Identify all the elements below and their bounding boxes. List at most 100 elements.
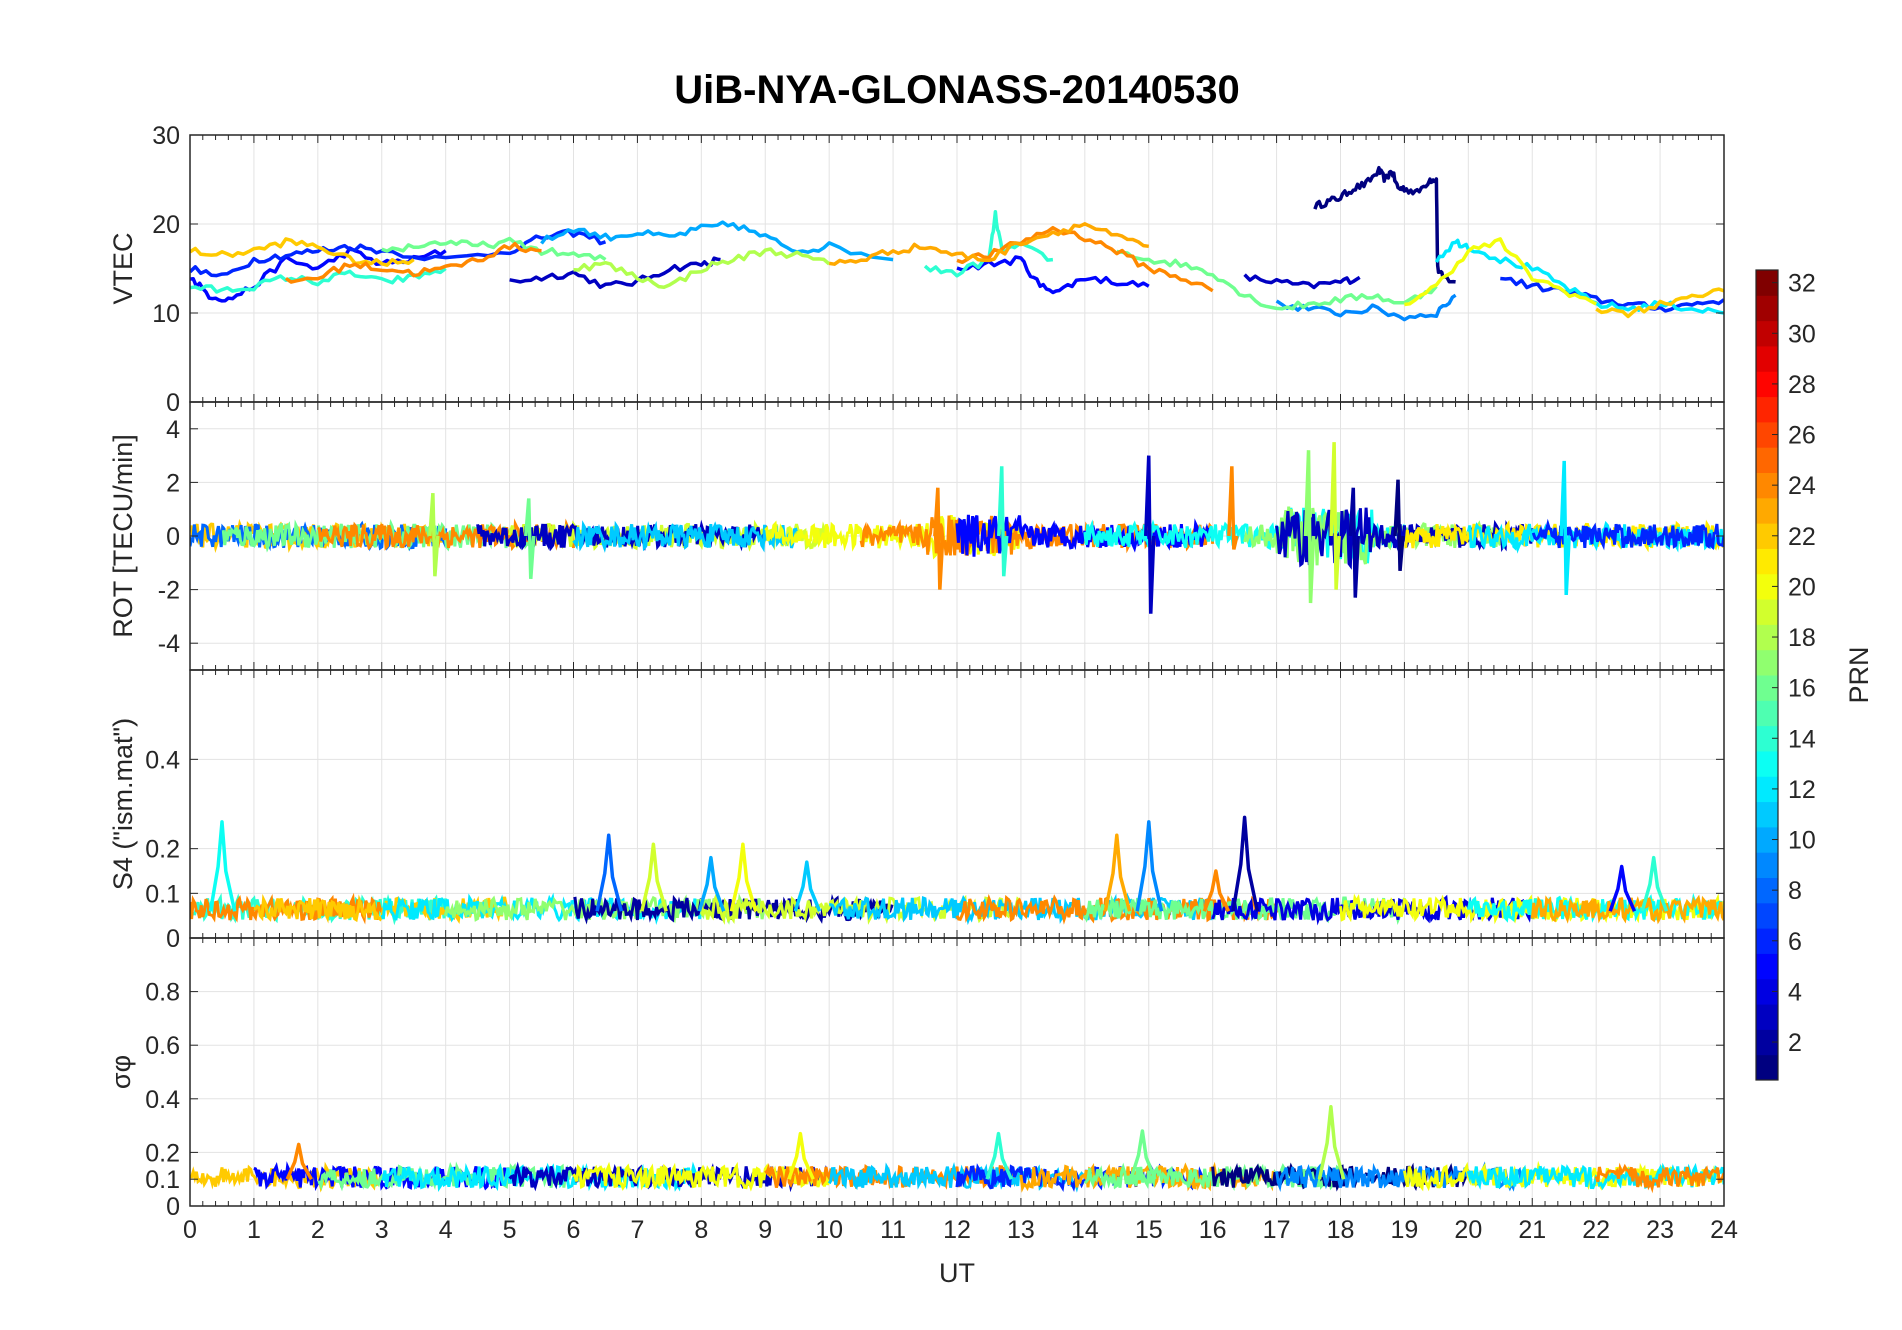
series-peak-prn-10 xyxy=(697,855,726,912)
series-peak-prn-9 xyxy=(1135,820,1164,912)
y-tick-label: 0.8 xyxy=(145,979,180,1007)
colorbar-cell xyxy=(1756,599,1778,625)
colorbar-label: PRN xyxy=(1844,646,1874,703)
series-noise xyxy=(1530,894,1724,925)
x-tick-label: 13 xyxy=(1007,1216,1035,1244)
panel-2: -4 -2 0 2 4 ROT [TECU/min] xyxy=(108,401,1725,671)
series-peak-prn-14 xyxy=(1640,855,1669,912)
series-line-prn-10 xyxy=(540,220,894,262)
series-peak-prn-13 xyxy=(208,820,237,912)
colorbar-cell xyxy=(1756,675,1778,701)
series-line-prn-14 xyxy=(923,209,1054,278)
colorbar-cell xyxy=(1756,1029,1778,1056)
series-spike-prn-1 xyxy=(1393,479,1405,571)
series-group xyxy=(190,815,1724,926)
colorbar-cell xyxy=(1756,270,1778,296)
colorbar-frame xyxy=(1755,269,1779,1081)
series-line-prn-3 xyxy=(509,256,721,290)
x-tick-label: 6 xyxy=(567,1216,581,1244)
series-line-prn-22 xyxy=(190,237,415,267)
series-noise xyxy=(1594,1162,1724,1194)
colorbar-cell xyxy=(1756,548,1778,575)
series-noise xyxy=(955,514,1215,557)
x-tick-label: 15 xyxy=(1135,1216,1163,1244)
colorbar-cell xyxy=(1756,345,1778,372)
colorbar-cell xyxy=(1756,877,1778,904)
series-line-prn-16 xyxy=(1116,249,1438,311)
x-tick-label: 17 xyxy=(1263,1216,1291,1244)
y-tick-label: 0 xyxy=(166,389,180,417)
series-spike-prn-16 xyxy=(524,498,536,580)
series-line-prn-24 xyxy=(284,241,542,284)
colorbar-tick-label: 8 xyxy=(1788,877,1802,905)
series-spike-prn-2 xyxy=(1348,487,1361,598)
series-peak-prn-18 xyxy=(1317,1105,1346,1180)
colorbar-cell xyxy=(1756,396,1778,423)
x-ticks xyxy=(189,134,1725,403)
y-tick-label: 20 xyxy=(152,211,180,239)
series-peak-prn-24 xyxy=(1202,869,1231,912)
series-noise xyxy=(190,892,448,926)
colorbar-tick-label: 4 xyxy=(1788,978,1802,1006)
y-tick-label: -4 xyxy=(158,630,180,658)
y-tick-label: 0.2 xyxy=(145,1139,180,1167)
y-tick-label: 2 xyxy=(166,469,180,497)
series-spike-prn-24 xyxy=(1227,466,1239,550)
series-noise xyxy=(572,520,799,553)
x-tick-label: 0 xyxy=(183,1216,197,1244)
y-tick-label: 0 xyxy=(166,523,180,551)
x-tick-label: 5 xyxy=(503,1216,517,1244)
series-peak-prn-20 xyxy=(787,1131,815,1180)
series-line-prn-1 xyxy=(1313,165,1456,284)
x-tick-label: 12 xyxy=(943,1216,971,1244)
series-group xyxy=(190,1105,1724,1194)
series-peak-prn-19 xyxy=(640,842,668,912)
x-tick-label: 9 xyxy=(758,1216,772,1244)
colorbar-cell xyxy=(1756,295,1778,322)
x-tick-label: 16 xyxy=(1199,1216,1227,1244)
series-line-prn-23 xyxy=(828,222,1150,266)
series-peak-prn-5 xyxy=(1608,864,1637,912)
y-tick-label: 0.4 xyxy=(145,1086,180,1114)
series-peak-prn-20 xyxy=(729,842,758,912)
colorbar-cell xyxy=(1756,978,1778,1005)
colorbar-cell xyxy=(1756,776,1778,803)
colorbar-tick-label: 22 xyxy=(1788,523,1816,551)
series-line-prn-18 xyxy=(573,247,831,289)
y-tick-label: 0.1 xyxy=(145,1166,180,1194)
colorbar-tick-label: 32 xyxy=(1788,270,1816,298)
colorbar-cell xyxy=(1756,371,1778,398)
series-spike-prn-3 xyxy=(1144,455,1156,614)
series-peak-prn-14 xyxy=(985,1131,1013,1180)
y-tick-label: 0.6 xyxy=(145,1032,180,1060)
colorbar-cell xyxy=(1756,421,1778,448)
colorbar-cell xyxy=(1756,573,1778,600)
colorbar-cell xyxy=(1756,902,1778,929)
series-line-prn-9 xyxy=(1275,293,1457,322)
y-axis-label: ROT [TECU/min] xyxy=(108,434,138,638)
colorbar-tick-label: 16 xyxy=(1788,675,1816,703)
x-tick-label: 11 xyxy=(880,1216,906,1244)
x-tick-label: 18 xyxy=(1327,1216,1355,1244)
colorbar-tick-label: 6 xyxy=(1788,928,1802,956)
panel-1: 0 10 20 30 VTEC xyxy=(108,122,1725,417)
colorbar-cell xyxy=(1756,700,1778,727)
y-axis-label: S4 ("ism.mat") xyxy=(108,718,138,890)
y-tick-label: 0 xyxy=(166,1193,180,1221)
series-spike-prn-18 xyxy=(428,492,440,577)
series-peak-prn-24 xyxy=(285,1142,313,1181)
series-line-prn-3 xyxy=(1243,273,1361,290)
x-ticks xyxy=(189,938,1725,1207)
colorbar-cell xyxy=(1756,750,1778,777)
x-tick-label: 23 xyxy=(1646,1216,1674,1244)
series-spike-prn-14 xyxy=(996,466,1009,577)
series-group xyxy=(190,165,1724,322)
series-spike-prn-12 xyxy=(1559,460,1571,596)
y-axis-label: VTEC xyxy=(108,232,138,304)
series-line-prn-5 xyxy=(190,246,447,303)
x-tick-label: 3 xyxy=(375,1216,389,1244)
series-spike-prn-24 xyxy=(933,487,945,590)
